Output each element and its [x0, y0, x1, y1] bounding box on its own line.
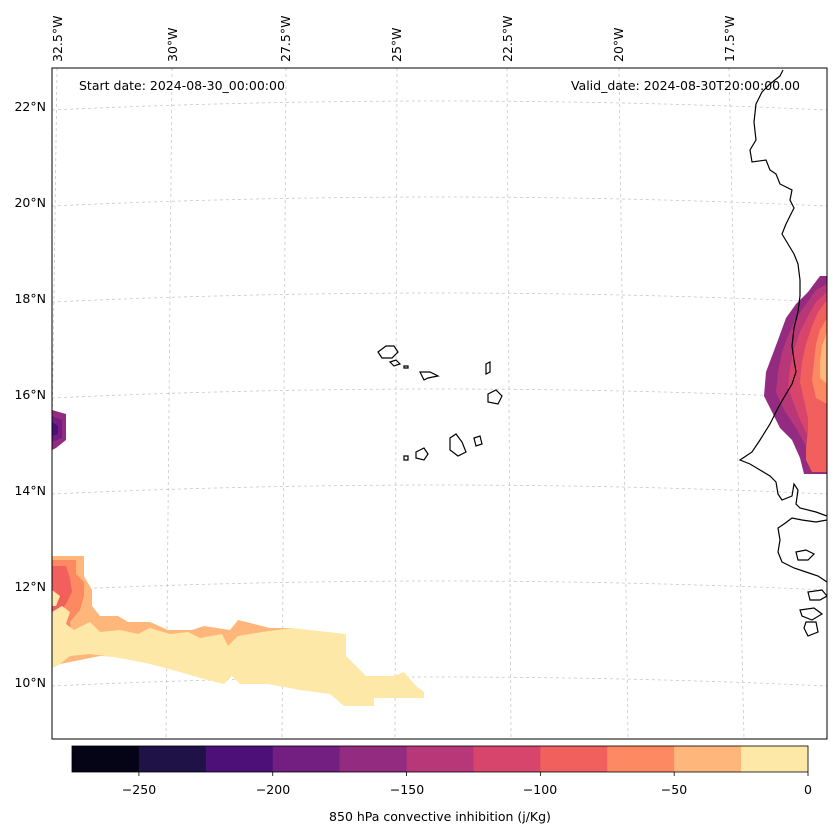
- map-frame: [51, 67, 828, 740]
- lon-label-27-5w: 27.5°W: [278, 16, 293, 62]
- gridline-lat-16: [52, 388, 827, 399]
- gridline-lon-20: [618, 68, 629, 739]
- lon-label-25w: 25°W: [389, 27, 404, 62]
- colorbar-swatch-4: [339, 746, 408, 772]
- lon-label-22-5w: 22.5°W: [500, 16, 515, 62]
- lat-label-22n: 22°N: [14, 99, 46, 114]
- island-boa-vista: [487, 389, 503, 405]
- gridline-lon-17-5: [728, 68, 745, 739]
- colorbar-swatch-7: [540, 746, 608, 772]
- colorbar-swatch-5: [406, 746, 474, 772]
- coastline-islands-bissau: [795, 549, 827, 637]
- island-maio: [473, 435, 483, 447]
- gridline-lon-25: [394, 68, 398, 739]
- colorbar-swatch-1: [138, 746, 207, 772]
- gridline-lat-18: [52, 292, 827, 303]
- gridline-lon-22-5: [506, 68, 512, 739]
- colorbar: −250 −200 −150 −100 −50 0 850 hPa convec…: [71, 745, 812, 824]
- colorbar-tick-label-neg100: −100: [523, 782, 557, 797]
- cin-fill-200-225: [52, 422, 58, 436]
- valid-date-label: Valid_date: 2024-08-30T20:00:00.00: [571, 78, 800, 93]
- gridline-lon-30: [165, 68, 173, 739]
- start-date-label: Start date: 2024-08-30_00:00:00: [79, 78, 285, 93]
- cin-region-west: [52, 410, 66, 450]
- island-santa-luzia: [403, 365, 409, 369]
- gridline-lat-12: [52, 580, 827, 591]
- lat-label-14n: 14°N: [14, 483, 46, 498]
- cape-verde-islands: [377, 345, 503, 461]
- island-brava: [403, 455, 409, 461]
- colorbar-tick-label-0: 0: [804, 782, 812, 797]
- gridline-lat-20: [52, 196, 827, 207]
- colorbar-ticks: [138, 772, 809, 776]
- island-sao-vicente: [388, 359, 402, 367]
- island-santiago: [449, 433, 467, 457]
- lat-labels: 22°N 20°N 18°N 16°N 14°N 12°N 10°N: [14, 99, 46, 690]
- colorbar-swatch-2: [205, 746, 274, 772]
- colorbar-frame: [71, 745, 809, 773]
- map-panel: [52, 68, 827, 739]
- colorbar-swatch-8: [607, 746, 675, 772]
- gridline-lat-22: [52, 100, 827, 111]
- lon-label-20w: 20°W: [611, 27, 626, 62]
- lat-label-10n: 10°N: [14, 675, 46, 690]
- island-fogo: [415, 447, 429, 461]
- lon-label-17-5w: 17.5°W: [722, 16, 737, 62]
- gridlines: [52, 68, 827, 739]
- cin-region-southwest: [52, 556, 424, 706]
- island-sao-nicolau: [419, 371, 440, 381]
- cin-fill-0-25: [52, 606, 424, 706]
- colorbar-tick-label-neg200: −200: [256, 782, 290, 797]
- colorbar-title: 850 hPa convective inhibition (j/Kg): [329, 809, 551, 824]
- lat-label-16n: 16°N: [14, 387, 46, 402]
- cin-fill-0-25-b: [52, 590, 60, 606]
- gridline-lat-10: [52, 676, 827, 687]
- colorbar-swatch-9: [674, 746, 742, 772]
- lon-labels: 32.5°W 30°W 27.5°W 25°W 22.5°W 20°W 17.5…: [50, 16, 737, 62]
- gridline-lat-14: [52, 484, 827, 495]
- colorbar-tick-label-neg250: −250: [122, 782, 156, 797]
- lat-label-20n: 20°N: [14, 195, 46, 210]
- coastline-guinea-bissau: [777, 517, 827, 583]
- island-santo-antao: [377, 345, 399, 359]
- colorbar-swatch-0: [72, 746, 140, 772]
- cin-fill-25-50-e: [820, 332, 827, 384]
- colorbar-tick-label-neg50: −50: [661, 782, 687, 797]
- island-sal: [485, 361, 491, 375]
- colorbar-swatch-6: [473, 746, 541, 772]
- gridline-lon-27-5: [281, 68, 287, 739]
- coastline-mainland: [738, 69, 827, 517]
- cin-fill-50-75-e: [812, 318, 827, 404]
- colorbar-swatches: [72, 746, 809, 772]
- lat-label-12n: 12°N: [14, 579, 46, 594]
- colorbar-tick-label-neg150: −150: [390, 782, 424, 797]
- lat-label-18n: 18°N: [14, 291, 46, 306]
- lon-label-32-5w: 32.5°W: [50, 16, 65, 62]
- lon-label-30w: 30°W: [165, 27, 180, 62]
- colorbar-swatch-10: [741, 746, 809, 772]
- coastline: [738, 69, 827, 637]
- colorbar-swatch-3: [272, 746, 341, 772]
